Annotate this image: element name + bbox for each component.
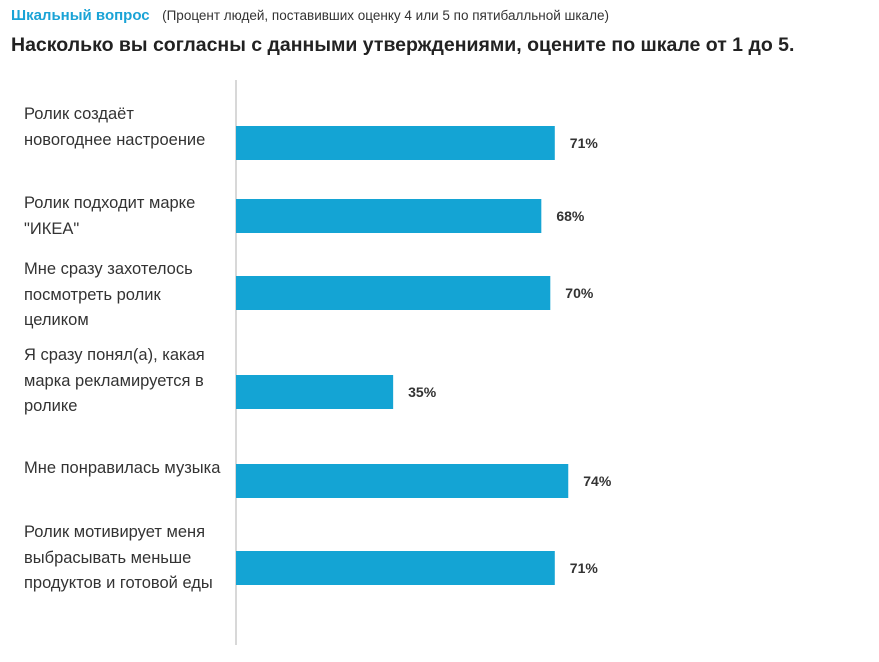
category-label: Ролик мотивирует меня выбрасывать меньше… (24, 523, 213, 592)
bar-value-label: 70% (565, 285, 594, 301)
category-label: Мне понравилась музыка (24, 459, 221, 477)
bar (236, 375, 394, 409)
bar-value-label: 35% (408, 384, 437, 400)
category-label: Ролик создаёт новогоднее настроение (24, 105, 206, 149)
question-note: (Процент людей, поставивших оценку 4 или… (162, 8, 609, 23)
bar-value-label: 74% (583, 473, 612, 489)
bar (236, 126, 555, 160)
bar-value-label: 71% (570, 560, 599, 576)
bar (236, 464, 569, 498)
bar-value-label: 68% (556, 208, 585, 224)
category-label: Я сразу понял(а), какая марка рекламируе… (24, 346, 205, 415)
question-type-label: Шкальный вопрос (11, 7, 150, 24)
bar (236, 276, 551, 310)
bar (236, 199, 542, 233)
bar-value-label: 71% (570, 135, 599, 151)
category-label: Ролик подходит марке "ИКЕА" (24, 194, 196, 238)
chart-header: Шкальный вопрос (Процент людей, поставив… (11, 7, 609, 25)
question-title: Насколько вы согласны с данными утвержде… (11, 34, 795, 56)
bar (236, 551, 555, 585)
category-label: Мне сразу захотелось посмотреть ролик це… (24, 260, 193, 329)
